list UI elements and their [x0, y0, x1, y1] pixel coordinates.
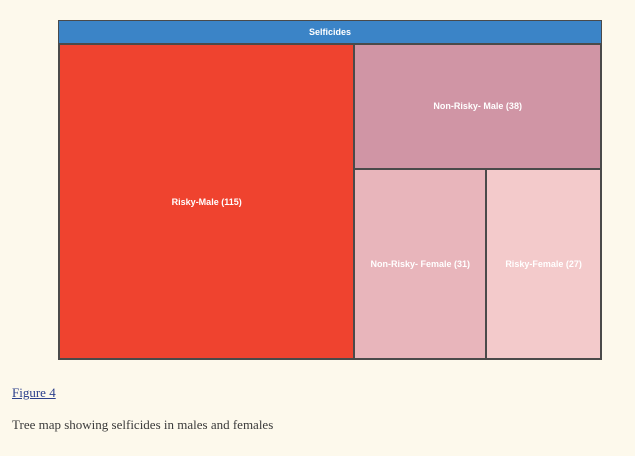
figure-caption: Tree map showing selficides in males and… — [12, 417, 274, 432]
treemap-cell-label: Non-Risky- Male (38) — [433, 101, 522, 112]
treemap-root-label: Selficides — [308, 27, 352, 37]
treemap-cell-non-risky-male: Non-Risky- Male (38) — [355, 45, 600, 168]
figure-link[interactable]: Figure 4 — [12, 385, 56, 400]
treemap-cell-risky-male: Risky-Male (115) — [60, 45, 354, 358]
treemap-chart: Selficides Risky-Male (115) Non-Risky- Mal… — [58, 20, 602, 360]
treemap-cell-non-risky-female: Non-Risky- Female (31) — [355, 169, 486, 358]
treemap-cell-label: Risky-Male (115) — [171, 196, 242, 207]
treemap-root-header: Selficides — [59, 21, 601, 43]
treemap-cell-label: Non-Risky- Female (31) — [370, 258, 471, 269]
treemap-cell-label: Risky-Female (27) — [505, 258, 582, 269]
treemap-cell-risky-female: Risky-Female (27) — [487, 169, 600, 358]
